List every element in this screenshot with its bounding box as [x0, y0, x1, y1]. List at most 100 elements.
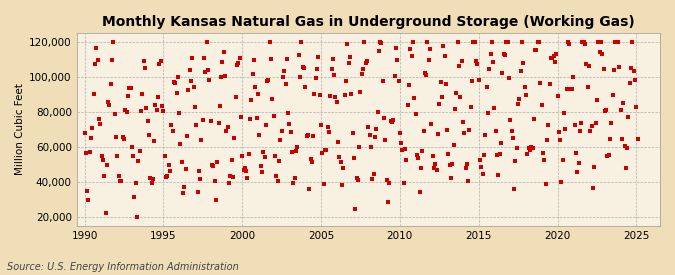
Point — [578, 40, 589, 44]
Point — [165, 169, 176, 173]
Point — [267, 97, 278, 101]
Point — [383, 199, 394, 204]
Point — [252, 92, 263, 96]
Point — [566, 87, 577, 91]
Point — [481, 84, 492, 89]
Point — [302, 133, 313, 138]
Point — [506, 129, 517, 133]
Point — [338, 166, 349, 170]
Point — [433, 131, 443, 136]
Point — [387, 120, 398, 124]
Point — [538, 150, 549, 155]
Point — [246, 97, 256, 102]
Point — [423, 58, 434, 62]
Point — [87, 126, 98, 130]
Point — [254, 133, 265, 137]
Point — [379, 116, 389, 120]
Point — [394, 131, 405, 136]
Point — [272, 178, 283, 183]
Point — [275, 137, 286, 142]
Point — [292, 145, 303, 149]
Point — [560, 126, 571, 131]
Point — [255, 164, 266, 168]
Point — [622, 146, 632, 150]
Point — [534, 40, 545, 44]
Point — [563, 40, 574, 44]
Point — [359, 40, 370, 44]
Point — [489, 106, 500, 111]
Point — [173, 111, 184, 115]
Point — [331, 100, 342, 104]
Point — [456, 58, 467, 63]
Point — [585, 129, 596, 133]
Point — [286, 130, 296, 134]
Point — [141, 106, 152, 110]
Point — [211, 198, 221, 202]
Point — [519, 85, 530, 89]
Point — [620, 166, 631, 170]
Point — [425, 46, 435, 51]
Point — [221, 129, 232, 133]
Point — [296, 40, 306, 44]
Point — [186, 79, 196, 83]
Point — [438, 44, 449, 48]
Point — [392, 57, 402, 62]
Point — [337, 183, 348, 187]
Point — [323, 130, 334, 134]
Point — [242, 176, 253, 180]
Point — [319, 148, 330, 152]
Point — [409, 96, 420, 100]
Point — [125, 86, 136, 90]
Point — [103, 100, 113, 104]
Point — [500, 53, 510, 57]
Point — [480, 133, 491, 138]
Point — [509, 187, 520, 192]
Point — [178, 191, 188, 196]
Point — [229, 136, 240, 140]
Point — [179, 185, 190, 189]
Point — [201, 40, 212, 44]
Point — [79, 130, 90, 135]
Point — [594, 50, 605, 54]
Point — [155, 59, 166, 63]
Point — [326, 67, 337, 72]
Point — [570, 151, 581, 155]
Point — [90, 62, 101, 66]
Point — [287, 150, 298, 154]
Point — [115, 178, 126, 183]
Point — [493, 173, 504, 177]
Point — [413, 155, 424, 160]
Point — [316, 123, 327, 127]
Point — [227, 175, 238, 179]
Point — [144, 133, 155, 138]
Point — [298, 66, 309, 70]
Point — [279, 68, 290, 73]
Point — [230, 95, 241, 99]
Point — [426, 122, 437, 126]
Point — [167, 128, 178, 133]
Point — [238, 167, 249, 172]
Point — [437, 95, 448, 100]
Point — [443, 152, 454, 156]
Point — [624, 81, 635, 85]
Point — [305, 157, 316, 161]
Point — [580, 42, 591, 46]
Point — [366, 145, 377, 149]
Point — [627, 40, 638, 44]
Point — [192, 190, 203, 194]
Point — [317, 151, 328, 155]
Point — [170, 81, 181, 85]
Point — [462, 162, 472, 166]
Point — [273, 159, 284, 164]
Point — [628, 69, 639, 74]
Point — [171, 91, 182, 95]
Point — [304, 187, 315, 191]
Point — [530, 48, 541, 53]
Point — [86, 136, 97, 140]
Point — [315, 93, 325, 97]
Point — [619, 144, 630, 148]
Point — [523, 146, 534, 150]
Point — [375, 40, 385, 44]
Point — [527, 146, 538, 150]
Point — [591, 97, 602, 102]
